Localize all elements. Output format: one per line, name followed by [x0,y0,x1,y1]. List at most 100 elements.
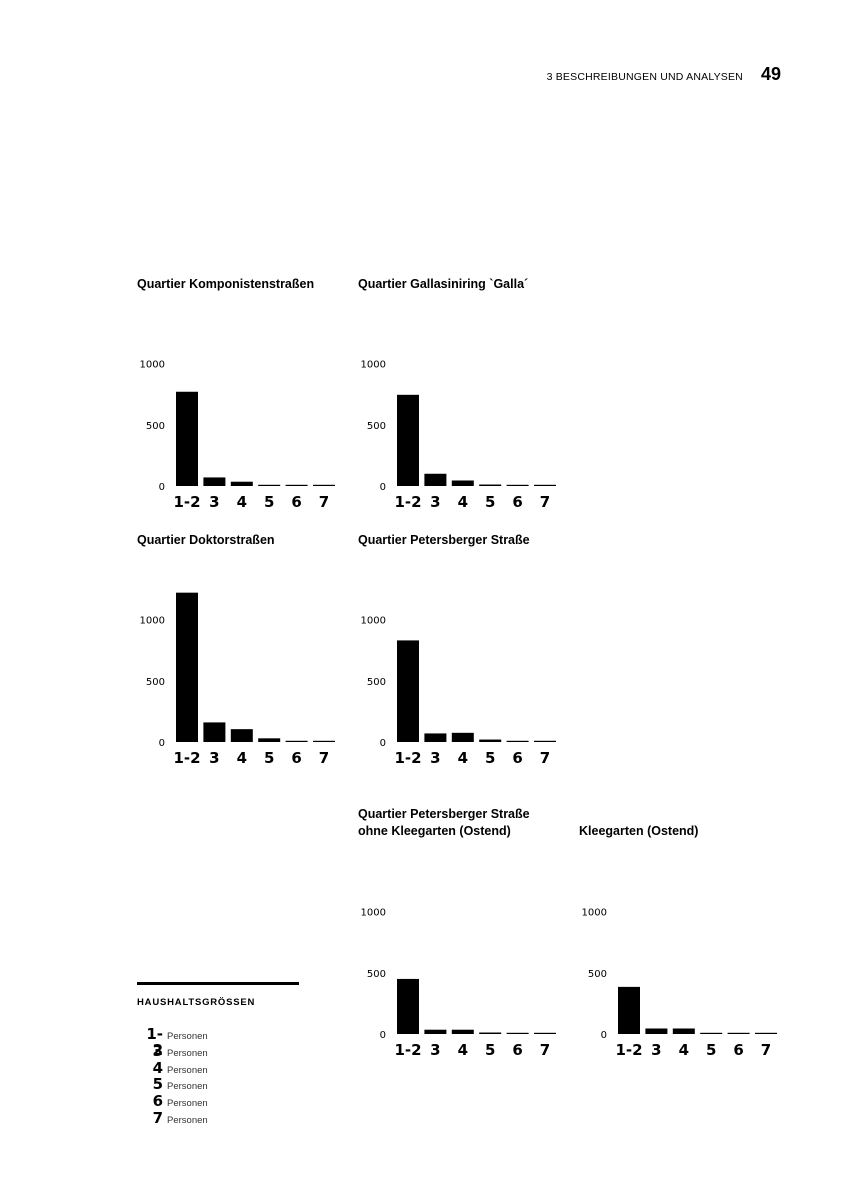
legend-item: 5 Personen [137,1076,299,1093]
y-tick-label: 1000 [361,360,386,371]
x-category-label: 4 [458,749,468,767]
bar [313,484,335,486]
x-category-label: 6 [512,1041,522,1059]
x-category-label: 5 [485,1041,495,1059]
chart-petersberger: 0 500 1000 1-2 3 4 5 6 7 [361,616,556,767]
section-title: 3 BESCHREIBUNGEN UND ANALYSEN [546,71,743,83]
bar [397,394,419,486]
bar [534,484,556,486]
bar [534,1032,556,1034]
chart-doktor: 0 500 1000 1-2 3 4 5 6 7 [140,592,335,767]
bar [451,480,474,486]
bar [700,1032,723,1034]
legend-item: 1-2 Personen [137,1026,299,1058]
bar [397,978,419,1034]
x-category-label: 1-2 [394,749,421,767]
legend-item: 3 Personen [137,1043,299,1060]
bar [203,477,226,486]
bar [506,1032,529,1034]
legend-num: 7 [152,1108,163,1127]
legend-rule [137,982,299,985]
x-category-label: 3 [209,493,219,511]
y-tick-label: 500 [146,421,165,432]
x-category-label: 7 [319,493,329,511]
legend-num: 5 [152,1075,163,1094]
x-category-label: 1-2 [394,1041,421,1059]
bar [506,484,529,486]
bar [285,740,308,742]
bar [176,391,198,486]
bar [479,484,502,486]
y-tick-label: 0 [380,738,386,749]
y-tick-label: 0 [159,482,165,493]
bar [397,640,419,742]
x-category-label: 6 [733,1041,743,1059]
x-category-label: 3 [430,1041,440,1059]
x-category-label: 3 [651,1041,661,1059]
x-category-label: 3 [209,749,219,767]
chart-title-petersberger-ohne: Quartier Petersberger Straße ohne Kleega… [358,806,530,840]
x-category-label: 7 [540,493,550,511]
y-tick-label: 1000 [140,360,165,371]
bar [424,1029,447,1034]
chart-title-kleegarten: Kleegarten (Ostend) [579,824,699,838]
bar [258,484,281,486]
legend-unit: Personen [167,1081,208,1093]
x-category-label: 7 [540,1041,550,1059]
x-category-label: 6 [291,749,301,767]
bar [479,739,502,742]
x-category-label: 6 [512,749,522,767]
bar [755,1032,777,1034]
x-category-label: 4 [237,493,247,511]
x-category-label: 5 [485,749,495,767]
x-category-label: 4 [458,493,468,511]
x-category-label: 5 [706,1041,716,1059]
y-tick-label: 500 [588,969,607,980]
x-category-label: 6 [512,493,522,511]
x-category-label: 5 [264,493,274,511]
x-category-label: 1-2 [173,749,200,767]
legend-unit: Personen [167,1064,208,1076]
bar [645,1028,668,1034]
x-category-label: 4 [679,1041,689,1059]
legend-num: 6 [152,1092,163,1111]
legend-item: 7 Personen [137,1110,299,1127]
legend-unit: Personen [167,1098,208,1110]
legend-items: 1-2 Personen 3 Personen 4 Personen 5 Per… [137,1026,299,1127]
chart-title-komponisten: Quartier Komponistenstraßen [137,277,315,291]
bar [451,732,474,742]
x-category-label: 7 [540,749,550,767]
legend-unit: Personen [167,1031,208,1042]
chart-komponisten: 0 500 1000 1-2 3 4 5 6 7 [140,360,335,511]
y-tick-label: 1000 [361,908,386,919]
x-category-label: 6 [291,493,301,511]
chart-title-doktor: Quartier Doktorstraßen [137,533,275,547]
bar [424,473,447,486]
x-category-label: 1-2 [394,493,421,511]
bar [506,740,529,742]
bar [451,1029,474,1034]
bar [424,733,447,742]
bar [313,740,335,742]
legend-unit: Personen [167,1047,208,1059]
legend-item: 4 Personen [137,1060,299,1077]
x-category-label: 3 [430,493,440,511]
bar [230,481,253,486]
legend-unit: Personen [167,1114,208,1126]
y-tick-label: 0 [380,1030,386,1041]
legend-item: 6 Personen [137,1093,299,1110]
bar [727,1032,750,1034]
x-category-label: 5 [264,749,274,767]
x-category-label: 1-2 [615,1041,642,1059]
chart-galla: 0 500 1000 1-2 3 4 5 6 7 [361,360,556,511]
chart-title-line-1: Quartier Petersberger Straße [358,807,530,821]
x-category-label: 3 [430,749,440,767]
chart-title-line-2: ohne Kleegarten (Ostend) [358,824,511,838]
legend-num: 4 [152,1058,163,1077]
bar [479,1032,502,1034]
bar [534,740,556,742]
legend: HAUSHALTSGRÖSSEN 1-2 Personen 3 Personen… [137,982,299,1127]
y-tick-label: 0 [159,738,165,749]
legend-num: 3 [152,1041,163,1060]
y-tick-label: 1000 [140,616,165,627]
